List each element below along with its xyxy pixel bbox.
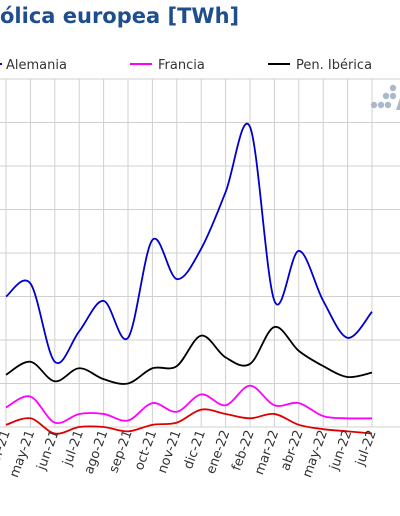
x-tick-label: nov-21 [155, 428, 184, 475]
x-tick-label: jul-22 [353, 428, 380, 469]
legend: Alemania Francia Pen. Ibérica [0, 58, 372, 73]
x-tick-label: jun-22 [327, 428, 356, 473]
series-line-series-3 [5, 408, 373, 435]
legend-label-pen-iberica: Pen. Ibérica [296, 58, 372, 73]
gridlines [0, 78, 400, 428]
x-tick-label: jun-21 [34, 428, 63, 473]
series-line-pen-iberica [5, 326, 373, 385]
legend-label-francia: Francia [158, 58, 205, 73]
x-tick-label: jul-21 [60, 428, 87, 469]
x-tick-label: dic-21 [181, 428, 209, 471]
legend-label-alemania: Alemania [6, 58, 67, 73]
x-axis-ticks: abr-21may-21jun-21jul-21ago-21sep-21oct-… [0, 428, 380, 479]
chart-title: ólica europea [TWh] [0, 4, 240, 28]
series-line-alemania [5, 122, 373, 365]
brand-logo-icon [370, 84, 400, 110]
series-line-francia [5, 384, 373, 425]
series-lines [5, 122, 373, 435]
